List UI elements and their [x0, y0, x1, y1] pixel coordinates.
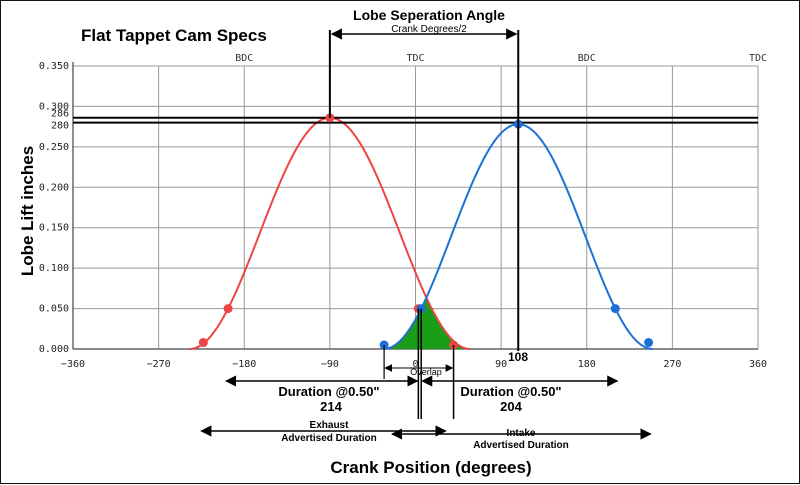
y-axis-label: Lobe Lift inches	[18, 146, 37, 276]
x-tick-label: 360	[749, 359, 767, 370]
overlap-area	[383, 298, 471, 349]
intake-duration-label: Duration @0.50"	[460, 384, 561, 399]
intake-adv-line2: Advertised Duration	[473, 440, 569, 451]
y-tick-labels: 0.000 0.050 0.100 0.150 0.200 0.250 0.300 0.350	[39, 61, 69, 355]
lsa-subtitle: Crank Degrees/2	[391, 24, 467, 35]
top-markers: BDC TDC BDC TDC	[235, 53, 767, 64]
overlap-label: Overlap	[410, 367, 442, 377]
top-marker-label: BDC	[578, 53, 596, 64]
y-tick-label: 0.000	[39, 344, 69, 355]
y-tick-label: 0.350	[39, 61, 69, 72]
x-tick-label: 180	[578, 359, 596, 370]
exhaust-adv-line1: Exhaust	[310, 420, 350, 431]
ref-line-label: 280	[51, 121, 69, 132]
ref-line-label: 286	[51, 109, 69, 120]
x-tick-label: 270	[663, 359, 681, 370]
exhaust-duration-value: 214	[320, 399, 342, 414]
lsa-title: Lobe Seperation Angle	[353, 7, 505, 23]
x-tick-label: −90	[321, 359, 339, 370]
top-marker-label: TDC	[749, 53, 767, 64]
chart-title: Flat Tappet Cam Specs	[81, 26, 267, 45]
y-tick-label: 0.200	[39, 182, 69, 193]
intake-adv-line1: Intake	[507, 428, 536, 439]
exhaust-duration-label: Duration @0.50"	[278, 384, 379, 399]
intake-duration-value: 204	[500, 399, 522, 414]
y-tick-label: 0.100	[39, 263, 69, 274]
annotations	[200, 28, 652, 440]
data-point	[610, 304, 620, 314]
data-point	[198, 338, 208, 348]
x-tick-label: −360	[61, 359, 85, 370]
y-tick-label: 0.250	[39, 142, 69, 153]
x-axis-label: Crank Position (degrees)	[330, 458, 531, 477]
x-tick-label: −180	[232, 359, 256, 370]
data-point	[223, 304, 233, 314]
intake-center-label: 108	[508, 350, 528, 364]
exhaust-adv-line2: Advertised Duration	[281, 433, 377, 444]
overlap-fill	[383, 298, 471, 349]
x-tick-label: 90	[495, 359, 507, 370]
top-marker-label: BDC	[235, 53, 253, 64]
y-tick-label: 0.050	[39, 304, 69, 315]
x-tick-label: −270	[147, 359, 171, 370]
top-marker-label: TDC	[406, 53, 424, 64]
y-tick-label: 0.300	[39, 101, 69, 112]
y-tick-label: 0.150	[39, 223, 69, 234]
data-points	[198, 113, 654, 350]
data-point	[644, 338, 654, 348]
